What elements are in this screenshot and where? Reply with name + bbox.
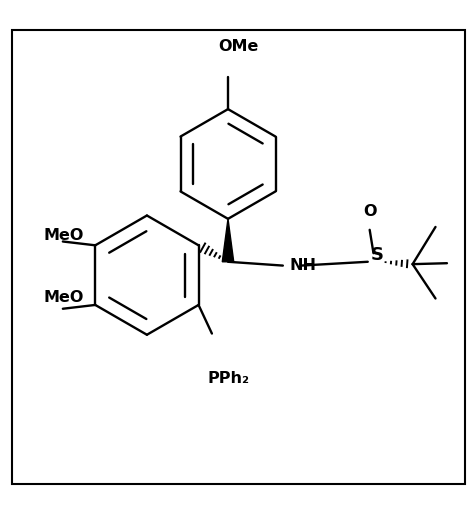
Text: S: S [369,246,383,264]
Text: O: O [362,204,376,219]
Text: NH: NH [289,258,316,273]
Text: MeO: MeO [43,228,83,243]
Polygon shape [222,219,233,262]
Text: OMe: OMe [218,39,258,54]
Text: PPh₂: PPh₂ [207,372,249,387]
FancyBboxPatch shape [12,30,464,484]
Text: MeO: MeO [43,290,83,305]
